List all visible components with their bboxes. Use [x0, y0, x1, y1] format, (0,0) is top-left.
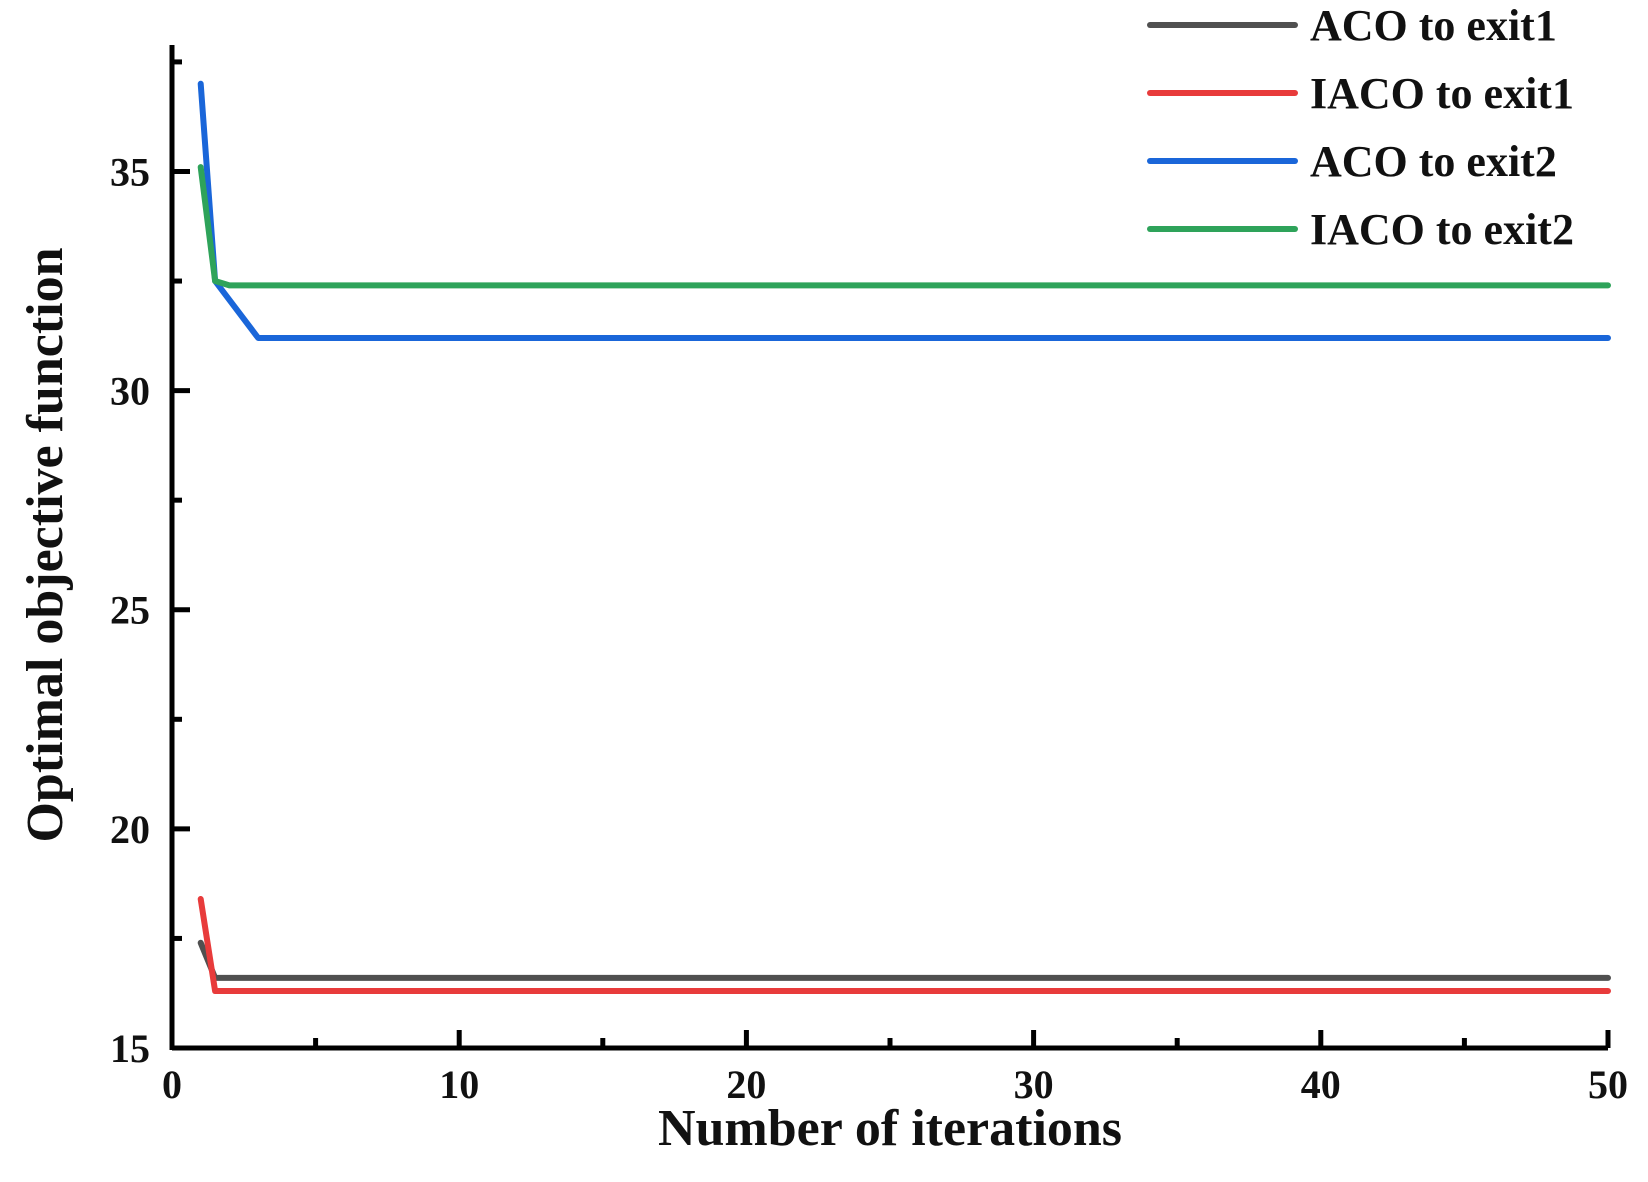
- legend-item-2: IACO to exit1: [1147, 69, 1574, 118]
- legend: ACO to exit1 IACO to exit1 ACO to exit2 IAC…: [1147, 1, 1574, 254]
- legend-label: ACO to exit1: [1310, 1, 1557, 50]
- y-axis-title: Optimal objective function: [17, 247, 74, 842]
- x-axis-title: Number of iterations: [658, 1100, 1122, 1157]
- x-tick-label: 30: [1014, 1062, 1054, 1107]
- y-tick-label: 25: [110, 588, 150, 633]
- series-line-2: [197, 896, 1611, 994]
- legend-item-4: IACO to exit2: [1147, 205, 1574, 254]
- y-tick-label: 30: [110, 369, 150, 414]
- y-tick-label: 15: [110, 1026, 150, 1071]
- x-tick-label: 0: [162, 1062, 182, 1107]
- y-tick-label: 20: [110, 807, 150, 852]
- legend-item-1: ACO to exit1: [1147, 1, 1557, 50]
- plot-lines: [197, 80, 1611, 994]
- x-tick-label: 10: [439, 1062, 479, 1107]
- y-tick-label: 35: [110, 149, 150, 194]
- axes: [169, 45, 1608, 1051]
- series-line-3: [197, 80, 1611, 341]
- legend-label: IACO to exit2: [1310, 205, 1574, 254]
- x-tick-label: 40: [1301, 1062, 1341, 1107]
- x-tick-label: 20: [726, 1062, 766, 1107]
- legend-item-3: ACO to exit2: [1147, 137, 1557, 186]
- series-line-1: [197, 939, 1611, 981]
- legend-label: IACO to exit1: [1310, 69, 1574, 118]
- ticks: 0 10 20 30 40 50 15 20 25 30 35: [110, 59, 1628, 1107]
- series-line-4: [197, 164, 1611, 289]
- legend-label: ACO to exit2: [1310, 137, 1557, 186]
- x-tick-label: 50: [1588, 1062, 1628, 1107]
